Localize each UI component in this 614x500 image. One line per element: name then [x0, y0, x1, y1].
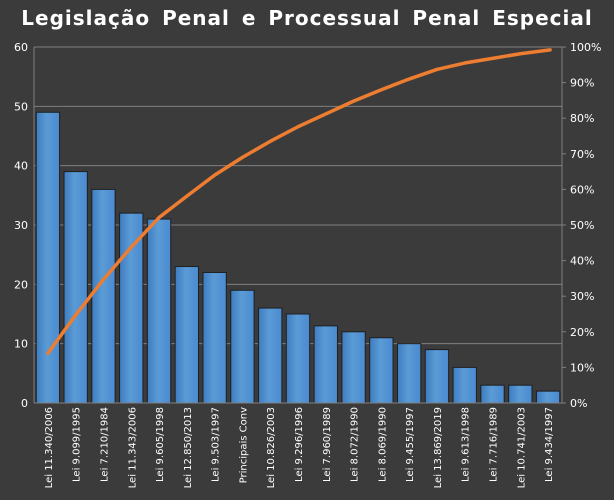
bar — [63, 171, 88, 404]
x-tick-label: Lei 9.503/1997 — [211, 407, 222, 482]
x-tick-label: Lei 11.343/2006 — [127, 407, 138, 488]
bar — [424, 349, 450, 404]
x-tick-label: Lei 10.741/2003 — [516, 407, 527, 488]
bar — [174, 266, 200, 404]
bar-series — [35, 111, 561, 404]
bar — [341, 331, 366, 404]
x-tick-label: Lei 12.850/2013 — [183, 407, 194, 488]
bar — [202, 271, 227, 404]
bar — [313, 325, 338, 404]
y-left-tick-label: 20 — [14, 278, 28, 291]
y-right-tick-label: 0% — [570, 397, 587, 410]
y-right-tick-label: 20% — [570, 326, 594, 339]
bar — [369, 337, 394, 404]
y-right-tick-label: 80% — [570, 112, 594, 125]
x-tick-label: Lei 9.296/1996 — [294, 407, 305, 482]
x-tick-label: Lei 9.455/1997 — [405, 407, 416, 482]
y-axis-right: 0% 10% 20% 30% 40% 50% 60% 70% 80% 90% 100% — [561, 41, 601, 410]
x-tick-label: Lei 7.210/1984 — [99, 407, 110, 482]
x-tick-label: Lei 9.613/1998 — [461, 407, 472, 482]
y-left-tick-label: 10 — [14, 338, 28, 351]
cumulative-line — [46, 48, 552, 355]
y-right-tick-label: 30% — [570, 290, 594, 303]
y-left-tick-label: 60 — [14, 41, 28, 54]
bar — [535, 390, 561, 404]
x-axis: Lei 11.340/2006 Lei 9.099/1995 Lei 7.210/1… — [34, 402, 562, 488]
x-tick-label: Lei 13.869/2019 — [433, 407, 444, 488]
bar — [508, 384, 533, 404]
bar — [35, 111, 61, 404]
x-tick-label: Lei 10.826/2003 — [266, 407, 277, 488]
y-right-tick-label: 60% — [570, 183, 594, 196]
bar — [91, 188, 116, 404]
x-tick-label: Lei 8.069/1990 — [377, 407, 388, 482]
x-tick-label: Lei 7.716/1989 — [489, 407, 500, 482]
y-left-tick-label: 50 — [14, 100, 28, 113]
y-left-tick-label: 40 — [14, 160, 28, 173]
bar — [258, 307, 283, 404]
x-tick-label: Lei 11.340/2006 — [44, 407, 55, 488]
bar — [285, 313, 311, 404]
bar — [230, 289, 255, 404]
bar — [119, 212, 144, 404]
x-tick-label: Lei 9.434/1997 — [544, 407, 555, 482]
x-tick-label: Principais Conv — [238, 407, 249, 483]
bar — [146, 218, 172, 404]
x-tick-label: Lei 8.072/1990 — [350, 407, 361, 482]
x-tick-label: Lei 9.099/1995 — [72, 407, 83, 482]
x-tick-label: Lei 9.605/1998 — [155, 407, 166, 482]
y-left-tick-label: 30 — [14, 219, 28, 232]
bar — [480, 384, 505, 404]
x-tick-label: Lei 7.960/1989 — [322, 407, 333, 482]
chart-title: Legislação Penal e Processual Penal Espe… — [21, 6, 593, 30]
y-right-tick-label: 100% — [570, 41, 601, 54]
y-right-tick-label: 40% — [570, 255, 594, 268]
y-right-tick-label: 90% — [570, 77, 594, 90]
y-right-tick-label: 10% — [570, 361, 594, 374]
cumulative-line-series — [46, 48, 552, 355]
y-right-tick-label: 50% — [570, 219, 594, 232]
bar — [452, 366, 477, 404]
y-right-tick-label: 70% — [570, 148, 594, 161]
y-left-tick-label: 0 — [21, 397, 28, 410]
bar — [396, 343, 422, 404]
y-axis-left: 0 10 20 30 40 50 60 — [14, 41, 35, 410]
